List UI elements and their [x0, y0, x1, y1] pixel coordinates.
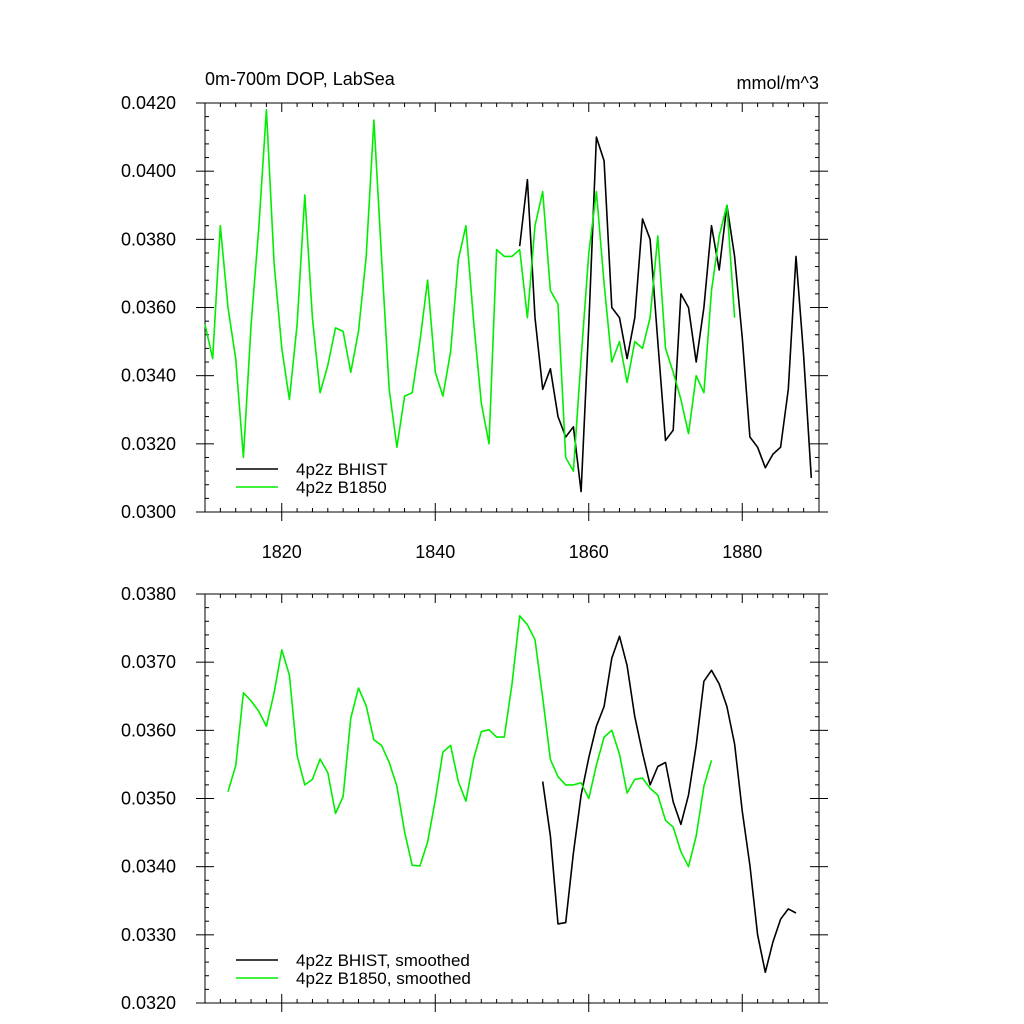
chart-title-right: mmol/m^3: [737, 73, 819, 93]
y-tick-label: 0.0380: [121, 229, 176, 249]
series-line-bhist: [541, 635, 797, 974]
y-tick-label: 0.0360: [121, 298, 176, 318]
y-tick-label: 0.0420: [121, 93, 176, 113]
top-panel: 1820 1840 1860 1880 0.0300 0.0320 0.0340 0.0360…: [121, 69, 828, 562]
chart-title-left: 0m-700m DOP, LabSea: [205, 69, 396, 89]
y-tick-label: 0.0360: [121, 720, 176, 740]
plot-frame: [204, 102, 820, 513]
x-tick-label: 1840: [415, 542, 455, 562]
legend-label: 4p2z B1850: [296, 478, 387, 497]
y-tick-label: 0.0340: [121, 366, 176, 386]
x-tick-label: 1880: [722, 542, 762, 562]
y-tick-label: 0.0370: [121, 652, 176, 672]
y-tick-label: 0.0300: [121, 502, 176, 522]
y-tick-label: 0.0400: [121, 161, 176, 181]
series-line-b1850: [227, 614, 713, 868]
y-tick-label: 0.0320: [121, 993, 176, 1013]
legend-label: 4p2z B1850, smoothed: [296, 969, 471, 988]
y-tick-label: 0.0380: [121, 584, 176, 604]
x-tick-label: 1820: [262, 542, 302, 562]
plot-frame: [204, 593, 820, 1004]
y-tick-label: 0.0340: [121, 857, 176, 877]
y-tick-label: 0.0330: [121, 925, 176, 945]
series-line-b1850: [204, 109, 736, 472]
y-tick-label: 0.0350: [121, 789, 176, 809]
x-tick-label: 1860: [569, 542, 609, 562]
legend-label: 4p2z BHIST: [296, 460, 388, 479]
series-line-bhist: [518, 136, 813, 493]
bottom-panel: 0.0320 0.0330 0.0340 0.0350 0.0360 0.0370 0.03…: [121, 584, 828, 1013]
y-tick-label: 0.0320: [121, 434, 176, 454]
legend-label: 4p2z BHIST, smoothed: [296, 951, 470, 970]
